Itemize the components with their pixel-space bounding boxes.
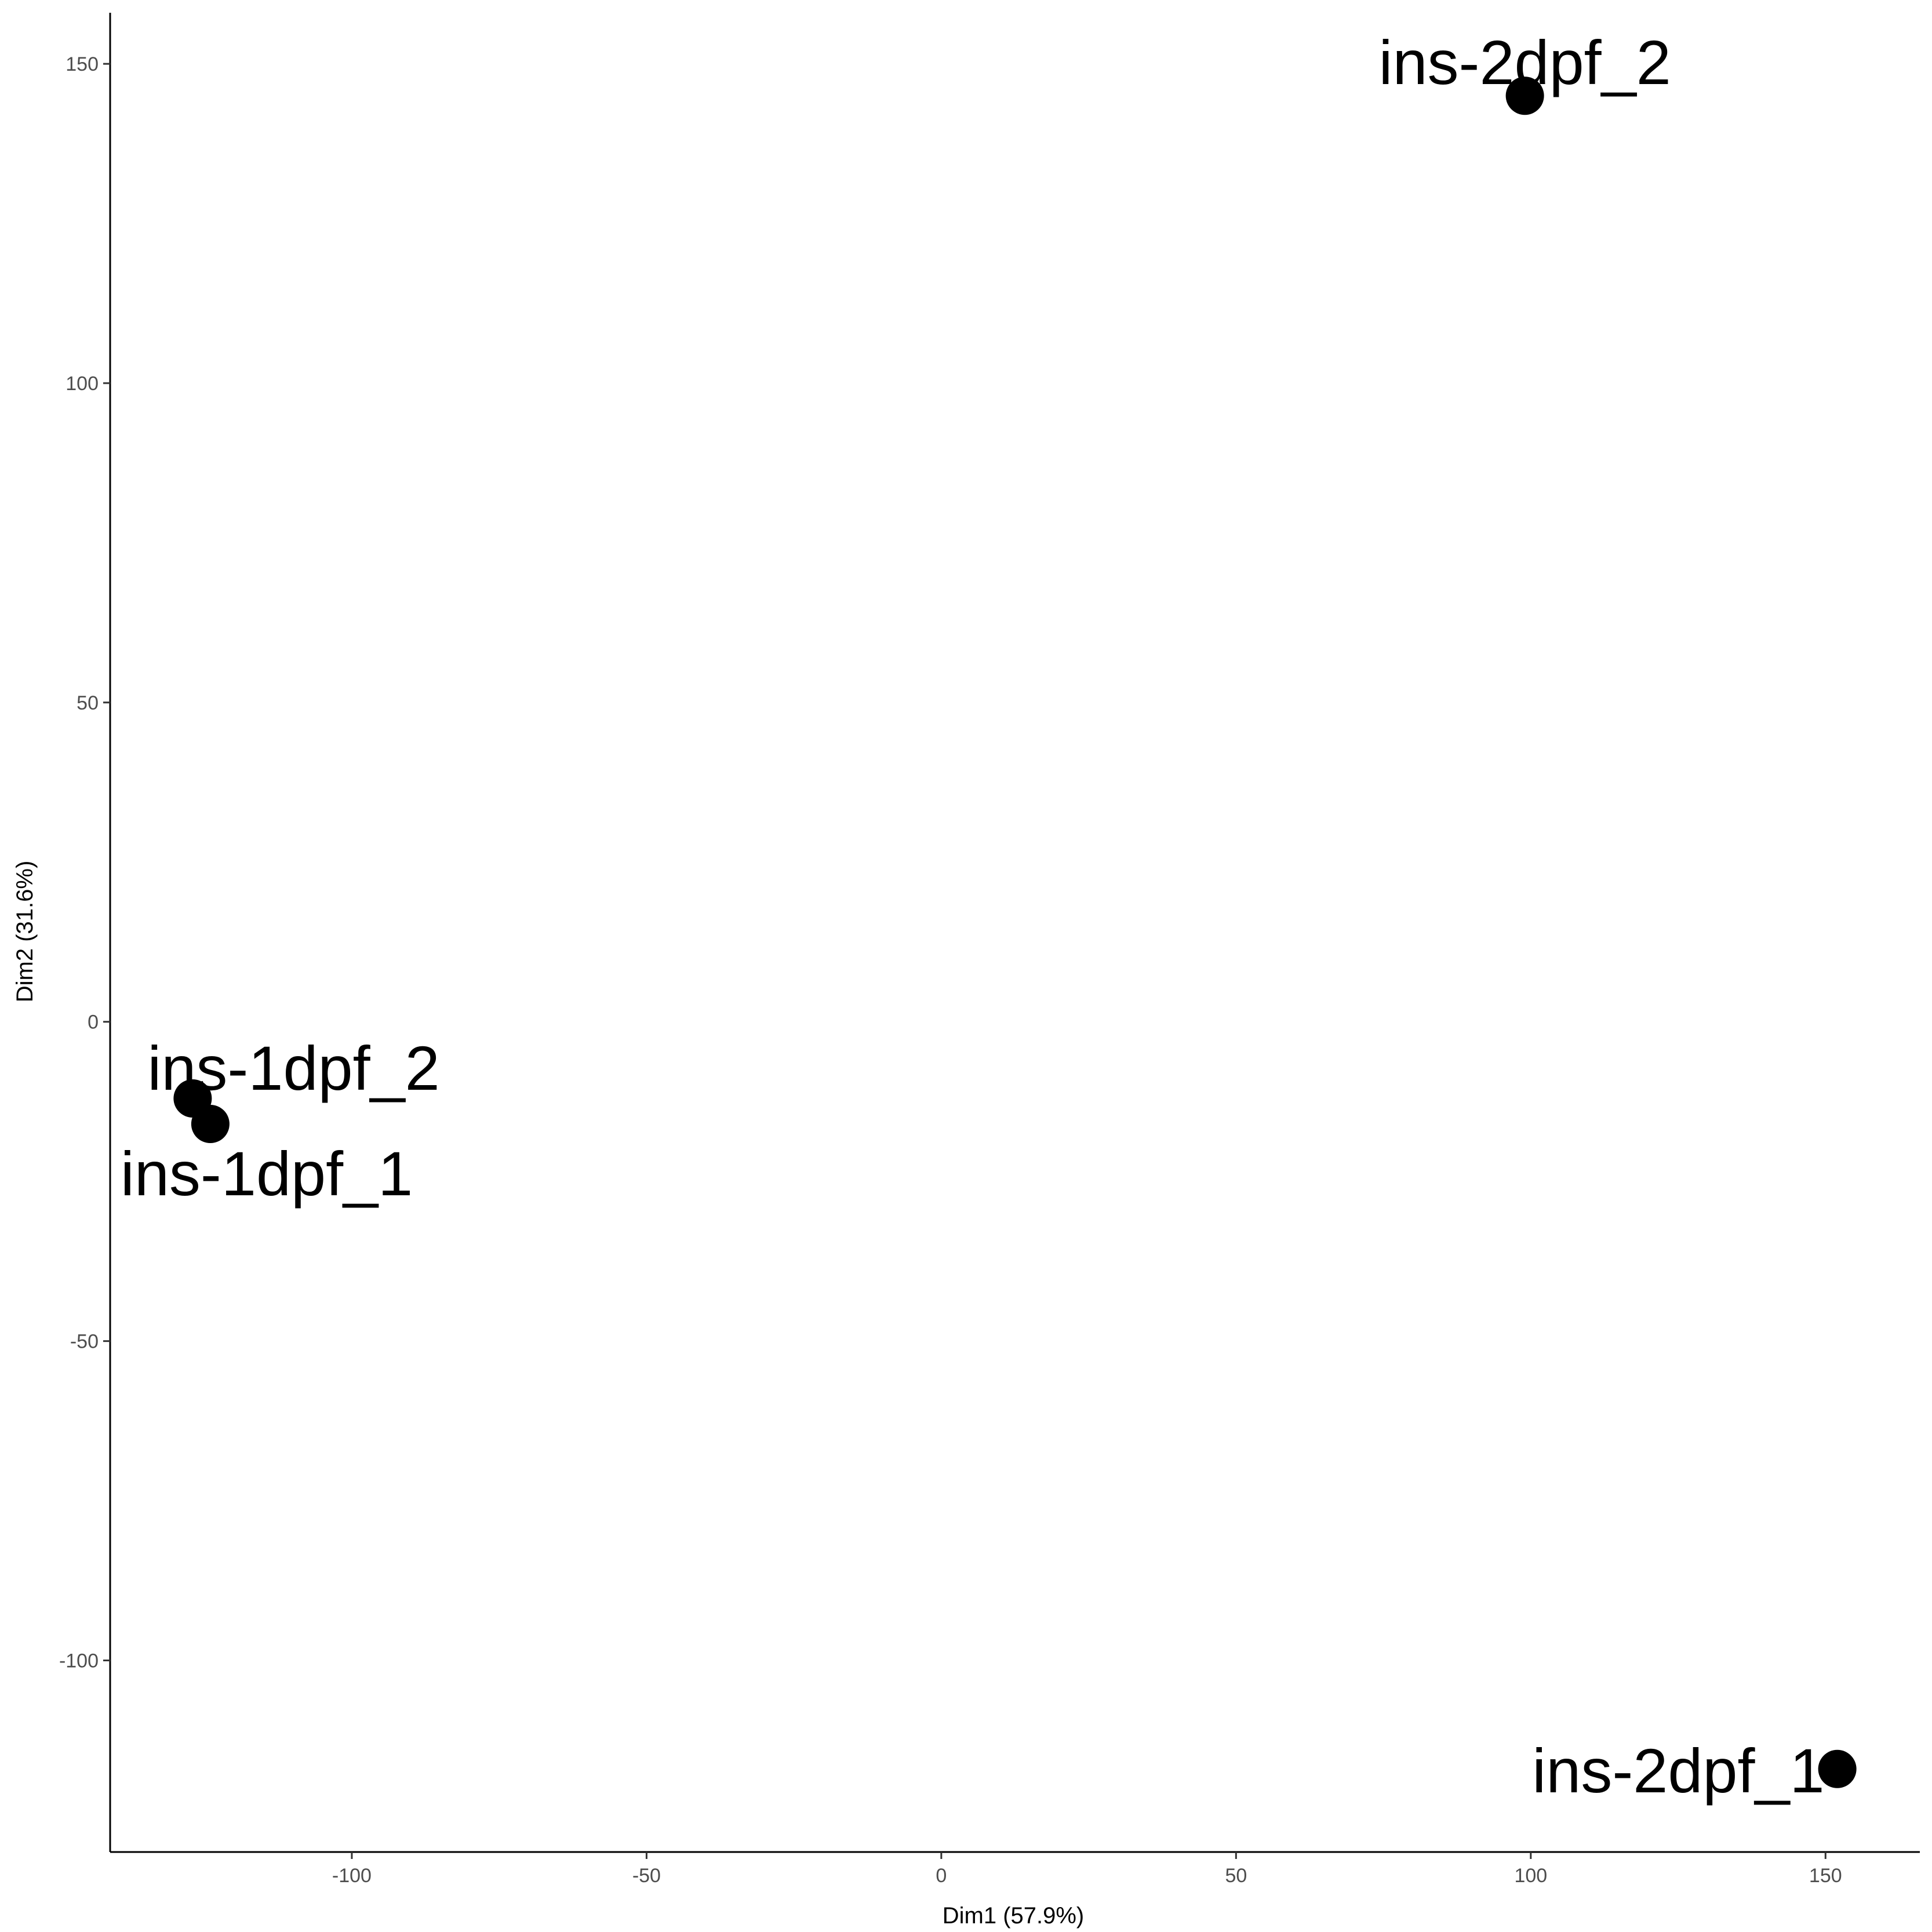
x-tick-label: 0 — [936, 1865, 947, 1887]
point-label-ins-2dpf_2: ins-2dpf_2 — [1378, 27, 1671, 97]
x-tick-label: 100 — [1514, 1865, 1547, 1887]
y-tick-label: 0 — [88, 1012, 99, 1034]
y-tick-label: -50 — [70, 1331, 99, 1353]
y-tick-label: 100 — [66, 373, 99, 395]
y-tick-label: 150 — [66, 53, 99, 75]
point-labels: ins-1dpf_1 ins-1dpf_2 ins-2dpf_1 ins-2dpf_2 — [121, 27, 1825, 1806]
y-tick-label: 50 — [77, 692, 99, 714]
axes: -100 -50 0 50 100 150 -100 -50 0 50 100 150 — [59, 13, 1920, 1887]
data-points — [173, 77, 1857, 1788]
x-tick-label: 150 — [1809, 1865, 1842, 1887]
x-tick-label: 50 — [1225, 1865, 1247, 1887]
y-tick-label: -100 — [59, 1650, 99, 1672]
point-label-ins-1dpf_1: ins-1dpf_1 — [121, 1138, 413, 1209]
point-label-ins-1dpf_2: ins-1dpf_2 — [147, 1033, 439, 1103]
data-point-ins-2dpf_1 — [1818, 1749, 1857, 1788]
y-axis-title: Dim2 (31.6%) — [12, 861, 38, 1003]
x-tick-label: -100 — [332, 1865, 372, 1887]
x-axis-title: Dim1 (57.9%) — [943, 1903, 1085, 1929]
point-label-ins-2dpf_1: ins-2dpf_1 — [1532, 1735, 1824, 1806]
data-point-ins-2dpf_2 — [1505, 77, 1544, 115]
data-point-ins-1dpf_2 — [173, 1079, 212, 1118]
x-tick-label: -50 — [632, 1865, 661, 1887]
